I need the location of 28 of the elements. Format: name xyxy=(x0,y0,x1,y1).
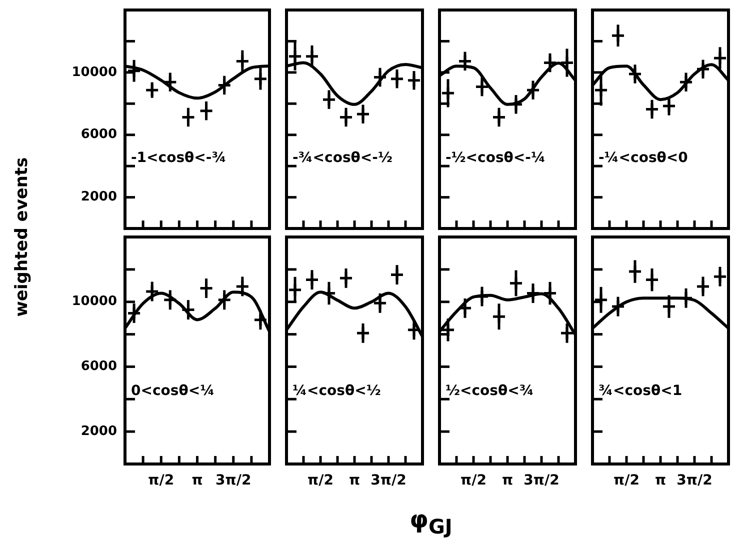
annotation: -¼<cosθ<0 xyxy=(598,150,688,166)
x-tick-label: π xyxy=(192,472,203,489)
x-tick-label: π/2 xyxy=(614,472,640,489)
x-tick-label: π/2 xyxy=(308,472,334,489)
annotation: -½<cosθ<-¼ xyxy=(446,150,546,166)
y-tick-label: 10000 xyxy=(72,294,117,310)
y-tick-label: 2000 xyxy=(80,190,117,205)
x-tick-label: π/2 xyxy=(148,472,174,489)
annotation: ¾<cosθ<1 xyxy=(598,383,682,399)
annotation: 0<cosθ<¼ xyxy=(131,383,215,399)
y-tick-label: 6000 xyxy=(80,359,117,374)
y-tick-label: 6000 xyxy=(80,127,117,142)
x-tick-label: π xyxy=(502,472,514,489)
y-axis-title: weighted events xyxy=(12,157,32,317)
x-tick-label: 3π/2 xyxy=(370,472,406,489)
x-tick-label: π xyxy=(654,472,666,489)
annotation: -1<cosθ<-¾ xyxy=(131,150,226,166)
x-tick-label: 3π/2 xyxy=(676,472,712,489)
x-tick-label: 3π/2 xyxy=(216,472,252,489)
y-tick-label: 10000 xyxy=(72,64,117,80)
x-axis-title: φ$_{GJ}$ xyxy=(410,506,452,538)
annotation: -¾<cosθ<-½ xyxy=(292,150,392,166)
x-tick-label: π/2 xyxy=(460,472,486,489)
annotation: ½<cosθ<¾ xyxy=(446,383,534,399)
x-tick-label: 3π/2 xyxy=(524,472,560,489)
annotation: ¼<cosθ<½ xyxy=(292,383,381,399)
x-tick-label: π xyxy=(348,472,360,489)
y-tick-label: 2000 xyxy=(80,424,117,439)
